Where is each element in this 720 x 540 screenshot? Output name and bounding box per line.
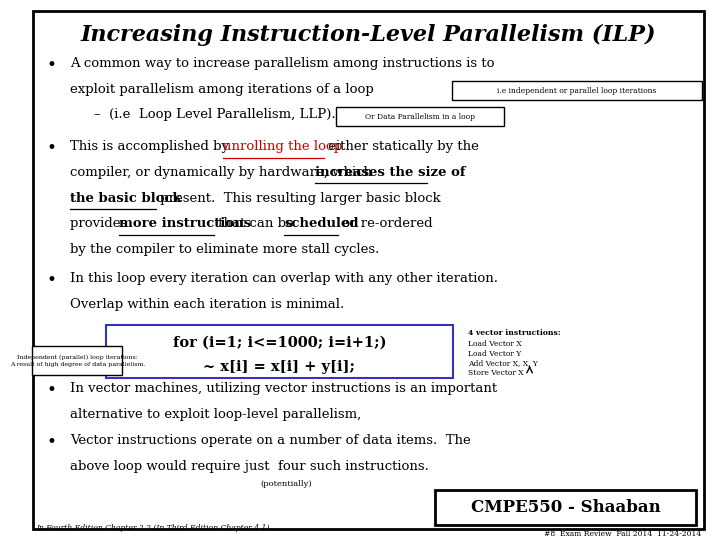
Text: •: • [46,140,56,157]
Text: more instructions: more instructions [119,218,251,231]
Text: •: • [46,57,56,73]
Text: alternative to exploit loop-level parallelism,: alternative to exploit loop-level parall… [71,408,361,421]
Text: Store Vector X: Store Vector X [468,369,523,377]
Text: #8  Exam Review  Fall 2014  11-24-2014: #8 Exam Review Fall 2014 11-24-2014 [544,530,701,538]
FancyBboxPatch shape [32,346,122,375]
Text: A common way to increase parallelism among instructions is to: A common way to increase parallelism amo… [71,57,495,70]
Text: Independent (parallel) loop iterations:
A result of high degree of data parallel: Independent (parallel) loop iterations: … [9,354,145,367]
Text: 4 vector instructions:: 4 vector instructions: [468,329,561,337]
Text: (potentially): (potentially) [261,480,312,488]
Text: the basic block: the basic block [71,192,182,205]
Text: scheduled: scheduled [284,218,359,231]
Text: Add Vector X, X, Y: Add Vector X, X, Y [468,359,538,367]
FancyBboxPatch shape [106,325,453,377]
Text: In this loop every iteration can overlap with any other iteration.: In this loop every iteration can overlap… [71,272,498,285]
Text: ~ x[i] = x[i] + y[i];: ~ x[i] = x[i] + y[i]; [204,360,356,374]
Text: Or Data Parallelism in a loop: Or Data Parallelism in a loop [365,112,475,120]
Text: Overlap within each iteration is minimal.: Overlap within each iteration is minimal… [71,298,345,311]
FancyBboxPatch shape [435,490,696,525]
Text: In Fourth Edition Chapter 2.2 (In Third Edition Chapter 4.1): In Fourth Edition Chapter 2.2 (In Third … [36,524,269,532]
Text: by the compiler to eliminate more stall cycles.: by the compiler to eliminate more stall … [71,244,379,256]
Text: that can be: that can be [214,218,297,231]
Text: •: • [46,272,56,289]
Text: or re-ordered: or re-ordered [338,218,432,231]
Text: •: • [46,382,56,400]
Text: In vector machines, utilizing vector instructions is an important: In vector machines, utilizing vector ins… [71,382,498,395]
Text: Increasing Instruction-Level Parallelism (ILP): Increasing Instruction-Level Parallelism… [81,24,656,46]
Text: either statically by the: either statically by the [324,140,479,153]
Text: –  (i.e  Loop Level Parallelism, LLP).: – (i.e Loop Level Parallelism, LLP). [94,109,336,122]
Text: exploit parallelism among iterations of a loop: exploit parallelism among iterations of … [71,83,374,96]
FancyBboxPatch shape [452,81,702,100]
Text: unrolling the loop: unrolling the loop [222,140,342,153]
Text: Vector instructions operate on a number of data items.  The: Vector instructions operate on a number … [71,434,471,447]
Text: increases the size of: increases the size of [315,166,466,179]
Text: CMPE550 - Shaaban: CMPE550 - Shaaban [471,499,661,516]
Text: i.e independent or parallel loop iterations: i.e independent or parallel loop iterati… [498,86,657,94]
Text: •: • [46,434,56,451]
Text: compiler, or dynamically by hardware, which: compiler, or dynamically by hardware, wh… [71,166,377,179]
FancyBboxPatch shape [32,11,704,529]
Text: above loop would require just  four such instructions.: above loop would require just four such … [71,460,429,473]
Text: Load Vector X: Load Vector X [468,340,521,348]
Text: provides: provides [71,218,132,231]
Text: Load Vector Y: Load Vector Y [468,349,521,357]
Text: This is accomplished by: This is accomplished by [71,140,233,153]
Text: for (i=1; i<=1000; i=i+1;): for (i=1; i<=1000; i=i+1;) [173,336,386,350]
FancyBboxPatch shape [336,107,504,126]
Text: present.  This resulting larger basic block: present. This resulting larger basic blo… [156,192,441,205]
